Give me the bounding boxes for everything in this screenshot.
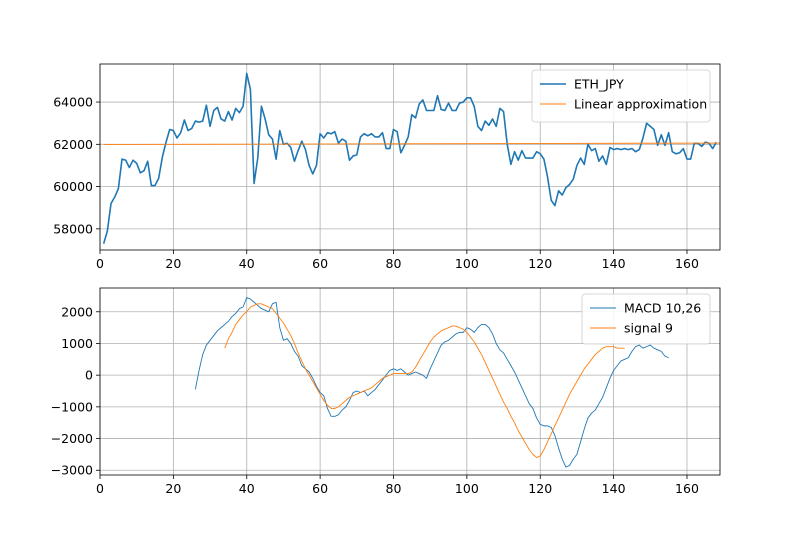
series-group	[102, 72, 720, 244]
legend-label: Linear approximation	[574, 97, 707, 112]
x-tick-label: 160	[675, 256, 699, 271]
x-tick-label: 140	[602, 481, 626, 496]
x-tick-label: 140	[602, 256, 626, 271]
x-tick-label: 100	[455, 256, 479, 271]
series-line-eth-jpy	[102, 72, 718, 244]
x-tick-label: 160	[675, 481, 699, 496]
legend-box	[581, 293, 711, 345]
x-tick-label: 80	[386, 256, 402, 271]
x-tick-label: 20	[165, 481, 181, 496]
x-tick-label: 120	[528, 256, 552, 271]
macd-panel: 0 20 40 60 80 100 120 140 160 −3000 −2000 −1000 0 100…	[51, 287, 721, 496]
series-line-macd-10-26	[194, 297, 669, 468]
series-line-linear-approximation	[103, 142, 720, 145]
y-tick-label: 2000	[61, 304, 93, 319]
legend-label: ETH_JPY	[574, 77, 624, 92]
y-tick-label: −3000	[51, 463, 93, 478]
series-line-signal-9	[224, 303, 625, 459]
x-tick-label: 120	[528, 481, 552, 496]
legend: ETH_JPY Linear approximation	[531, 69, 711, 123]
y-tick-label: 58000	[53, 221, 93, 236]
x-tick-label: 40	[239, 256, 255, 271]
price-panel: 0 20 40 60 80 100 120 140 160 58000 60000 62000 6400…	[53, 63, 721, 271]
y-tick-label: 64000	[53, 95, 93, 110]
legend-label: MACD 10,26	[624, 301, 701, 316]
x-tick-label: 0	[96, 256, 104, 271]
axes-frame	[99, 287, 721, 476]
y-tick-label: −1000	[51, 399, 93, 414]
y-tick-label: −2000	[51, 431, 93, 446]
y-tick-label: 62000	[53, 137, 93, 152]
legend-box	[531, 69, 711, 123]
y-tick-label: 1000	[61, 336, 93, 351]
x-tick-label: 0	[96, 481, 104, 496]
x-tick-label: 60	[312, 256, 328, 271]
x-tick-label: 20	[165, 256, 181, 271]
y-tick-label: 60000	[53, 179, 93, 194]
x-tick-label: 80	[386, 481, 402, 496]
series-group	[194, 297, 669, 468]
axes-frame	[99, 63, 721, 251]
x-tick-label: 100	[455, 481, 479, 496]
legend: MACD 10,26 signal 9	[581, 293, 711, 345]
x-tick-label: 60	[312, 481, 328, 496]
x-tick-label: 40	[239, 481, 255, 496]
y-tick-label: 0	[85, 368, 93, 383]
legend-label: signal 9	[624, 321, 673, 336]
